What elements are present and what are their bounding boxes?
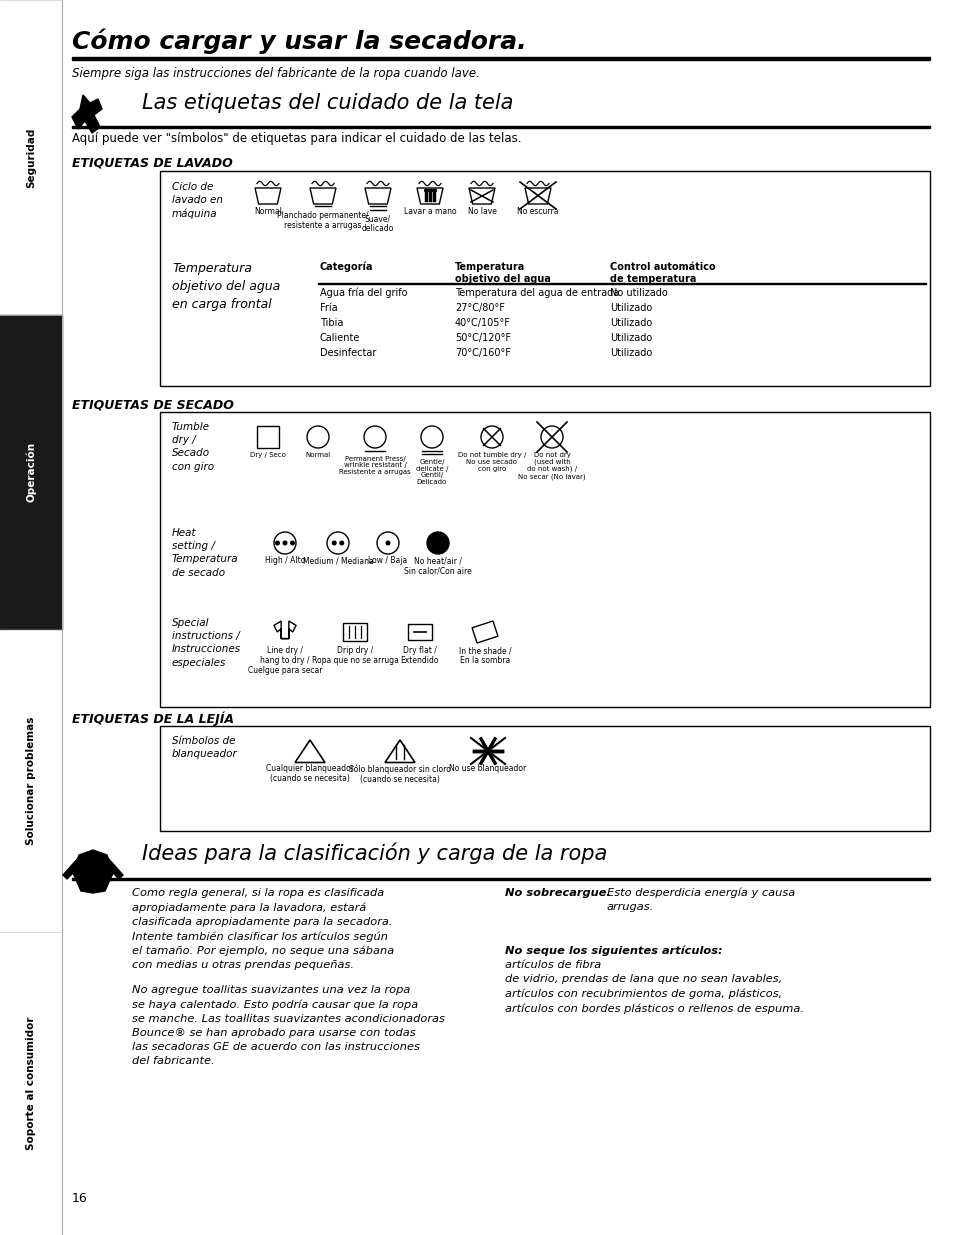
- Text: 16: 16: [71, 1192, 88, 1205]
- Text: Tumble
dry /
Secado
con giro: Tumble dry / Secado con giro: [172, 422, 213, 472]
- Text: ETIQUETAS DE LAVADO: ETIQUETAS DE LAVADO: [71, 157, 233, 170]
- Text: Desinfectar: Desinfectar: [319, 348, 376, 358]
- Text: Permanent Press/
wrinkle resistant /
Resistente a arrugas: Permanent Press/ wrinkle resistant / Res…: [338, 456, 411, 475]
- Text: No heat/air /
Sin calor/Con aire: No heat/air / Sin calor/Con aire: [404, 556, 472, 576]
- Text: Lavar a mano: Lavar a mano: [403, 207, 456, 216]
- Text: Siempre siga las instrucciones del fabricante de la ropa cuando lave.: Siempre siga las instrucciones del fabri…: [71, 67, 479, 80]
- Text: 40°C/105°F: 40°C/105°F: [455, 317, 511, 329]
- Text: Temperatura
objetivo del agua
en carga frontal: Temperatura objetivo del agua en carga f…: [172, 262, 280, 311]
- Text: Sólo blanqueador sin cloro
(cuando se necesita): Sólo blanqueador sin cloro (cuando se ne…: [349, 764, 451, 783]
- Circle shape: [283, 541, 287, 545]
- Text: Ciclo de
lavado en
máquina: Ciclo de lavado en máquina: [172, 182, 223, 219]
- Bar: [71, 126, 929, 127]
- Polygon shape: [103, 857, 123, 879]
- Text: ETIQUETAS DE SECADO: ETIQUETAS DE SECADO: [71, 398, 233, 411]
- Polygon shape: [73, 850, 112, 893]
- Text: Categoría: Categoría: [319, 262, 374, 273]
- Text: No utilizado: No utilizado: [609, 288, 667, 298]
- Text: Símbolos de
blanqueador: Símbolos de blanqueador: [172, 736, 237, 760]
- Bar: [71, 878, 929, 881]
- Text: Utilizado: Utilizado: [609, 303, 652, 312]
- Text: Cómo cargar y usar la secadora.: Cómo cargar y usar la secadora.: [71, 28, 526, 53]
- Text: Caliente: Caliente: [319, 333, 360, 343]
- Text: Agua fría del grifo: Agua fría del grifo: [319, 288, 407, 299]
- Text: No agregue toallitas suavizantes una vez la ropa
se haya calentado. Esto podría : No agregue toallitas suavizantes una vez…: [132, 986, 444, 1066]
- Text: No sobrecargue.: No sobrecargue.: [504, 888, 610, 898]
- Text: Do not dry
(used with
do not wash) /
No secar (No lavar): Do not dry (used with do not wash) / No …: [517, 452, 585, 479]
- Circle shape: [275, 541, 279, 545]
- Text: Dry / Seco: Dry / Seco: [250, 452, 286, 458]
- Text: No escurra: No escurra: [517, 207, 558, 216]
- Bar: [472, 621, 497, 643]
- Text: Special
instructions /
Instrucciones
especiales: Special instructions / Instrucciones esp…: [172, 618, 241, 668]
- Text: Drip dry /
Ropa que no se arruga: Drip dry / Ropa que no se arruga: [312, 646, 398, 666]
- Text: Operación: Operación: [26, 442, 36, 503]
- Text: Esto desperdicia energía y causa
arrugas.: Esto desperdicia energía y causa arrugas…: [606, 888, 795, 913]
- Text: Normal: Normal: [305, 452, 331, 458]
- Text: Medium / Mediana: Medium / Mediana: [302, 556, 373, 564]
- Text: Utilizado: Utilizado: [609, 348, 652, 358]
- Bar: [0, 630, 62, 932]
- Circle shape: [339, 541, 343, 545]
- Bar: [408, 624, 432, 640]
- Circle shape: [291, 541, 294, 545]
- Bar: [160, 726, 929, 831]
- Text: Cualquier blanqueador
(cuando se necesita): Cualquier blanqueador (cuando se necesit…: [266, 764, 354, 783]
- Bar: [0, 315, 62, 630]
- Text: Temperatura
objetivo del agua: Temperatura objetivo del agua: [455, 262, 550, 284]
- Text: Temperatura del agua de entrada: Temperatura del agua de entrada: [455, 288, 618, 298]
- Circle shape: [427, 532, 449, 555]
- Text: In the shade /
En la sombra: In the shade / En la sombra: [458, 646, 511, 666]
- Text: 27°C/80°F: 27°C/80°F: [455, 303, 504, 312]
- Polygon shape: [71, 95, 102, 133]
- Bar: [160, 412, 929, 706]
- Circle shape: [332, 541, 335, 545]
- Text: artículos de fibra
de vidrio, prendas de lana que no sean lavables,
artículos co: artículos de fibra de vidrio, prendas de…: [504, 960, 803, 1014]
- Bar: [343, 622, 367, 641]
- Text: Como regla general, si la ropa es clasificada
apropiadamente para la lavadora, e: Como regla general, si la ropa es clasif…: [132, 888, 394, 971]
- Text: Suave/
delicado: Suave/ delicado: [361, 214, 394, 233]
- Polygon shape: [63, 857, 83, 879]
- Text: 70°C/160°F: 70°C/160°F: [455, 348, 511, 358]
- Text: Soporte al consumidor: Soporte al consumidor: [26, 1016, 36, 1151]
- Bar: [256, 426, 278, 448]
- Text: 50°C/120°F: 50°C/120°F: [455, 333, 511, 343]
- Text: Planchado permanente/
resistente a arrugas: Planchado permanente/ resistente a arrug…: [277, 210, 369, 230]
- Text: Fría: Fría: [319, 303, 337, 312]
- Text: Seguridad: Seguridad: [26, 127, 36, 188]
- Text: Solucionar problemas: Solucionar problemas: [26, 718, 36, 845]
- Text: Dry flat /
Extendido: Dry flat / Extendido: [400, 646, 438, 666]
- Text: Gentle/
delicate /
Gentil/
Delicado: Gentle/ delicate / Gentil/ Delicado: [416, 459, 448, 485]
- Text: Utilizado: Utilizado: [609, 317, 652, 329]
- Text: Utilizado: Utilizado: [609, 333, 652, 343]
- Bar: [0, 932, 62, 1235]
- Text: Normal: Normal: [253, 207, 282, 216]
- Text: Ideas para la clasificación y carga de la ropa: Ideas para la clasificación y carga de l…: [142, 842, 607, 863]
- Text: High / Alto: High / Alto: [265, 556, 305, 564]
- Text: Tibia: Tibia: [319, 317, 343, 329]
- Text: ETIQUETAS DE LA LEJÍA: ETIQUETAS DE LA LEJÍA: [71, 713, 233, 726]
- Text: Line dry /
hang to dry /
Cuelgue para secar: Line dry / hang to dry / Cuelgue para se…: [248, 646, 322, 676]
- Text: No seque los siguientes artículos:: No seque los siguientes artículos:: [504, 946, 721, 956]
- Text: Aquí puede ver "símbolos" de etiquetas para indicar el cuidado de las telas.: Aquí puede ver "símbolos" de etiquetas p…: [71, 132, 521, 144]
- Bar: [160, 170, 929, 387]
- Bar: [0, 0, 62, 315]
- Text: Low / Baja: Low / Baja: [368, 556, 407, 564]
- Text: Control automático
de temperatura: Control automático de temperatura: [609, 262, 715, 284]
- Text: Do not tumble dry /
No use secado
con giro: Do not tumble dry / No use secado con gi…: [457, 452, 526, 472]
- Text: No lave: No lave: [467, 207, 496, 216]
- Text: Heat
setting /
Temperatura
de secado: Heat setting / Temperatura de secado: [172, 529, 238, 578]
- Circle shape: [386, 541, 390, 545]
- Text: Las etiquetas del cuidado de la tela: Las etiquetas del cuidado de la tela: [142, 93, 513, 112]
- Bar: [71, 57, 929, 61]
- Text: No use blanqueador: No use blanqueador: [449, 764, 526, 773]
